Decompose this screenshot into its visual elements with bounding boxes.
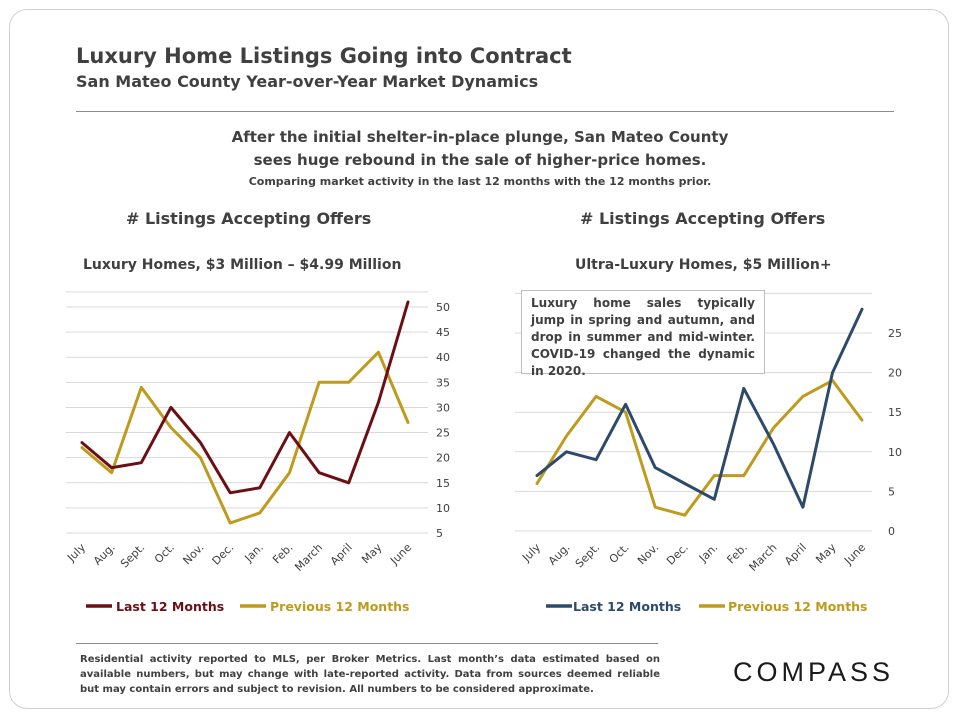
chart-2-y-tick-label: 15 bbox=[888, 406, 902, 419]
chart-1-x-tick-label: Dec. bbox=[210, 541, 237, 568]
chart-2-y-tick-label: 10 bbox=[888, 446, 902, 459]
chart-1-x-tick-label: Feb. bbox=[270, 541, 295, 566]
chart-1-y-tick-label: 10 bbox=[436, 502, 450, 515]
chart-1-y-tick-label: 15 bbox=[436, 477, 450, 490]
chart-1-x-tick-label: Jan. bbox=[242, 541, 266, 565]
chart-1-legend-label: Previous 12 Months bbox=[270, 599, 410, 614]
chart-1-title: # Listings Accepting Offers bbox=[126, 209, 372, 228]
chart-2-x-tick-label: Oct. bbox=[607, 541, 632, 566]
chart-2-subtitle: Ultra-Luxury Homes, $5 Million+ bbox=[575, 257, 832, 273]
chart-2-legend-label: Previous 12 Months bbox=[728, 599, 868, 614]
chart-1-y-tick-label: 20 bbox=[436, 452, 450, 465]
chart-2-x-tick-label: July bbox=[519, 541, 543, 565]
chart-1-x-tick-label: Sept. bbox=[118, 541, 147, 570]
chart-1-legend-label: Last 12 Months bbox=[116, 599, 224, 614]
compass-logo: COMPASS bbox=[733, 657, 895, 687]
chart-1-y-tick-label: 40 bbox=[436, 351, 450, 364]
chart-2-x-tick-label: June bbox=[841, 541, 868, 568]
footer-disclaimer: Residential activity reported to MLS, pe… bbox=[80, 654, 660, 695]
chart-2-y-tick-label: 0 bbox=[888, 525, 895, 538]
chart-2-x-tick-label: April bbox=[782, 541, 809, 568]
chart-1-series-1-line bbox=[80, 300, 410, 495]
headline-note: Comparing market activity in the last 12… bbox=[248, 175, 712, 188]
chart-1-x-tick-label: May bbox=[359, 541, 385, 567]
chart-1-y-tick-label: 45 bbox=[436, 326, 450, 339]
headline-line-1: After the initial shelter-in-place plung… bbox=[231, 128, 729, 146]
slide-card bbox=[9, 9, 949, 709]
chart-2-x-tick-label: May bbox=[813, 541, 839, 567]
chart-2-legend-label: Last 12 Months bbox=[573, 599, 681, 614]
chart-1-x-tick-label: April bbox=[328, 541, 355, 568]
chart-2-y-tick-label: 5 bbox=[888, 485, 895, 498]
chart-2-title: # Listings Accepting Offers bbox=[580, 209, 826, 228]
chart-1-y-tick-label: 35 bbox=[436, 376, 450, 389]
chart-2-series-1-line bbox=[535, 307, 864, 509]
chart-1-y-tick-label: 25 bbox=[436, 427, 450, 440]
chart-1-x-tick-label: Nov. bbox=[180, 541, 206, 567]
chart-1-x-tick-label: June bbox=[387, 541, 414, 568]
footer-divider bbox=[76, 643, 658, 644]
chart-1-series-2-line bbox=[80, 350, 410, 525]
chart-1-x-tick-label: Oct. bbox=[152, 541, 177, 566]
page-subtitle: San Mateo County Year-over-Year Market D… bbox=[76, 72, 539, 91]
chart-1-y-tick-label: 5 bbox=[436, 527, 443, 540]
chart-2-x-tick-label: March bbox=[747, 541, 780, 574]
chart-1-x-tick-label: Aug. bbox=[91, 541, 118, 568]
chart-2-y-tick-label: 25 bbox=[888, 327, 902, 340]
annotation-box: Luxury home sales typically jump in spri… bbox=[521, 290, 765, 378]
chart-2-x-tick-label: Aug. bbox=[546, 541, 573, 568]
chart-1-x-tick-label: March bbox=[292, 541, 325, 574]
chart-2-x-tick-label: Feb. bbox=[724, 541, 749, 566]
chart-2-series-2-line bbox=[535, 379, 864, 517]
chart-2-x-tick-label: Jan. bbox=[696, 541, 720, 565]
chart-1-x-tick-label: July bbox=[64, 541, 88, 565]
chart-2-x-tick-label: Nov. bbox=[635, 541, 661, 567]
page-title: Luxury Home Listings Going into Contract bbox=[76, 44, 572, 68]
chart-2-y-tick-label: 20 bbox=[888, 367, 902, 380]
chart-1-y-tick-label: 30 bbox=[436, 401, 450, 414]
chart-1-y-tick-label: 50 bbox=[436, 301, 450, 314]
top-divider bbox=[76, 111, 894, 112]
chart-2-x-tick-label: Dec. bbox=[664, 541, 691, 568]
chart-2-x-tick-label: Sept. bbox=[573, 541, 602, 570]
chart-1-subtitle: Luxury Homes, $3 Million – $4.99 Million bbox=[83, 257, 402, 273]
headline-line-2: sees huge rebound in the sale of higher-… bbox=[253, 151, 707, 169]
